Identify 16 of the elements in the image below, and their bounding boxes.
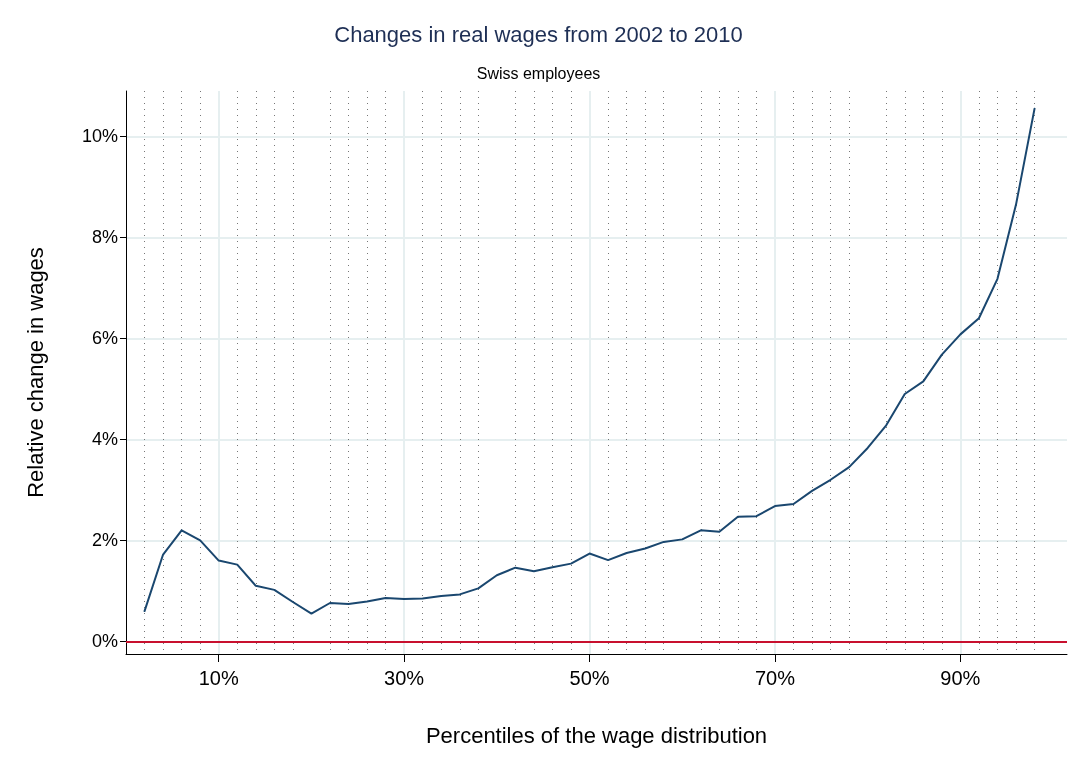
chart-title: Changes in real wages from 2002 to 2010 (334, 21, 743, 47)
y-axis-title: Relative change in wages (22, 247, 48, 498)
x-axis-title: Percentiles of the wage distribution (425, 722, 768, 748)
x-tick-label: 10% (198, 667, 239, 689)
y-tick-label: 6% (91, 328, 118, 349)
x-tick-label: 50% (569, 667, 610, 689)
x-tick-label: 30% (384, 667, 425, 689)
y-tick-label: 4% (91, 429, 118, 450)
y-tick-label: 2% (91, 530, 118, 551)
x-tick-label: 70% (754, 667, 796, 689)
x-tick-label: 90% (940, 667, 981, 689)
line-series (143, 107, 1036, 615)
y-tick-label: 0% (91, 631, 118, 652)
y-tick-label: 10% (81, 126, 118, 147)
chart-subtitle: Swiss employees (476, 64, 601, 82)
y-tick-label: 8% (91, 227, 118, 248)
